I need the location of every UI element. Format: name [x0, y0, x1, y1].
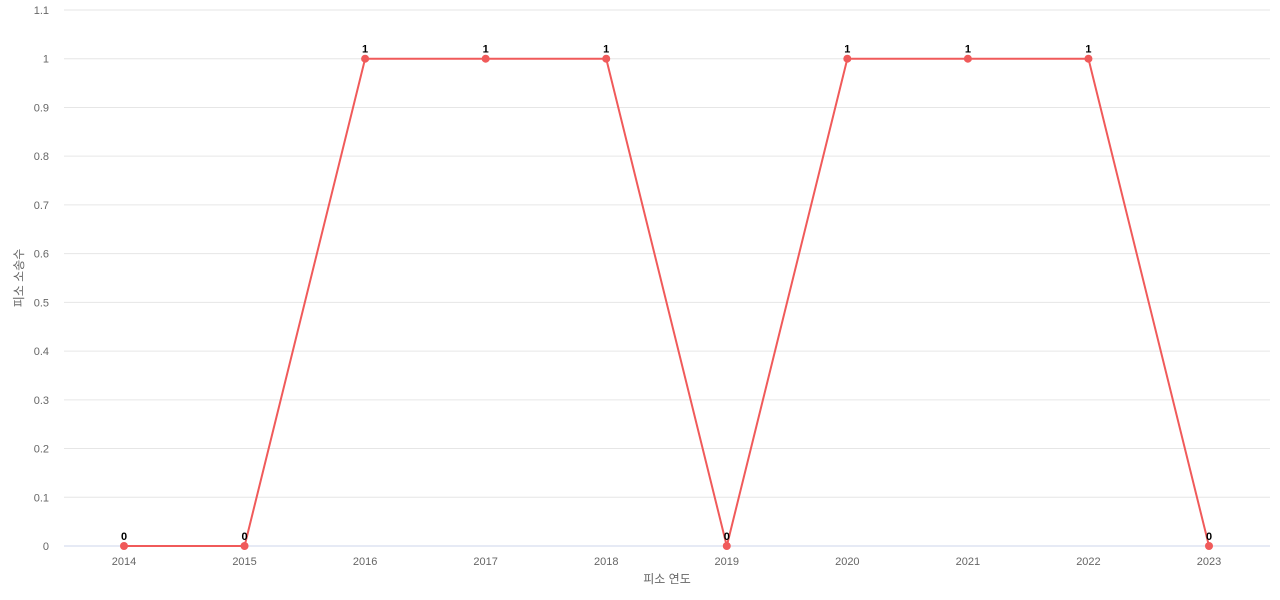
data-label: 1	[362, 44, 368, 56]
data-label: 1	[844, 44, 850, 56]
data-point	[361, 54, 370, 63]
data-label: 1	[965, 44, 971, 56]
x-tick-label: 2020	[835, 556, 859, 568]
y-tick-label: 1	[43, 54, 49, 66]
x-tick-label: 2015	[232, 556, 256, 568]
x-tick-label: 2018	[594, 556, 618, 568]
y-tick-label: 0.1	[34, 492, 49, 504]
data-label: 1	[1085, 44, 1091, 56]
x-tick-label: 2022	[1076, 556, 1100, 568]
y-axis-label: 피소 소송수	[12, 249, 26, 308]
data-label: 0	[1206, 531, 1212, 543]
y-tick-label: 0.5	[34, 297, 49, 309]
y-tick-label: 0.4	[34, 346, 49, 358]
y-tick-label: 0.3	[34, 395, 49, 407]
data-point	[722, 542, 731, 550]
data-point	[843, 54, 852, 63]
y-tick-label: 0.7	[34, 200, 49, 212]
data-point	[1084, 54, 1093, 63]
data-label: 0	[121, 531, 127, 543]
x-tick-label: 2016	[353, 556, 377, 568]
data-point	[240, 542, 249, 550]
x-tick-label: 2017	[473, 556, 497, 568]
data-label: 1	[603, 44, 609, 56]
data-point	[602, 54, 611, 63]
y-tick-label: 0.9	[34, 102, 49, 114]
y-tick-label: 1.1	[34, 5, 49, 17]
data-label: 0	[241, 531, 247, 543]
x-tick-label: 2019	[715, 556, 739, 568]
x-tick-label: 2021	[956, 556, 980, 568]
y-tick-label: 0.6	[34, 249, 49, 261]
data-label: 1	[483, 44, 489, 56]
series-line	[124, 57, 1210, 547]
data-point	[963, 54, 972, 63]
x-axis-label: 피소 연도	[643, 572, 691, 586]
data-label: 0	[724, 531, 730, 543]
data-point	[120, 542, 128, 550]
data-point	[1205, 542, 1213, 550]
y-tick-label: 0.8	[34, 151, 49, 163]
y-tick-label: 0	[43, 541, 49, 553]
x-tick-label: 2014	[112, 556, 136, 568]
y-tick-label: 0.2	[34, 444, 49, 456]
x-tick-label: 2023	[1197, 556, 1221, 568]
data-point	[481, 54, 490, 63]
